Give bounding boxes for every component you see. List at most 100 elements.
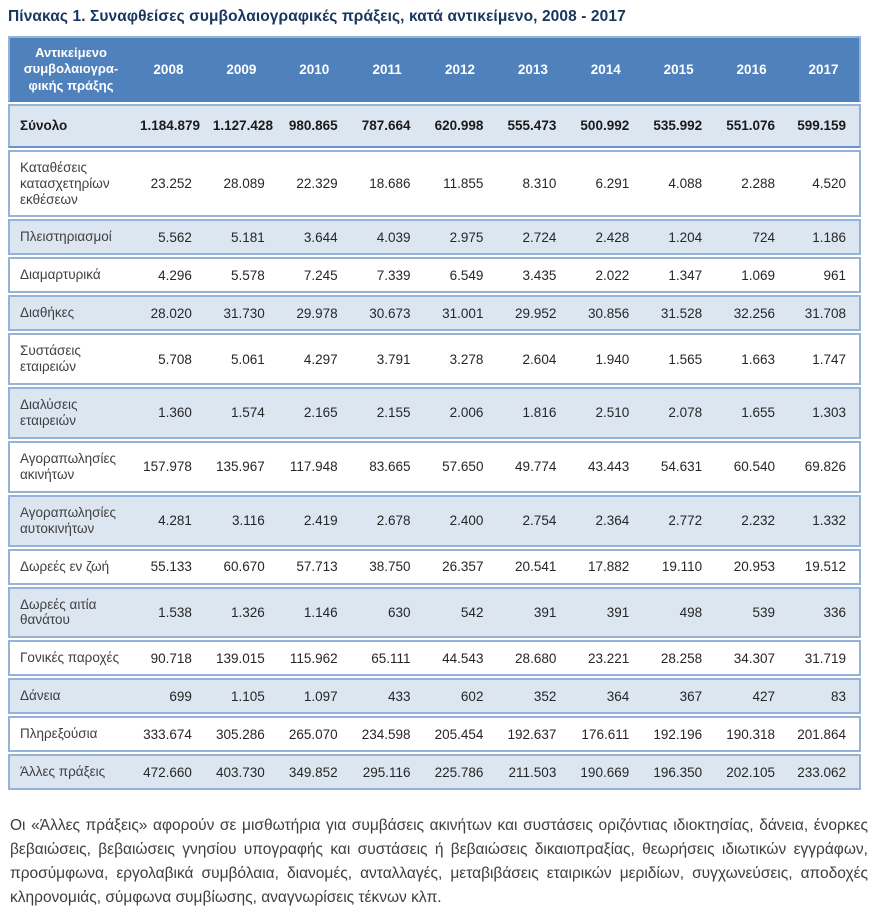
cell-value: 620.998	[423, 103, 497, 148]
cell-value: 1.565	[642, 333, 716, 386]
header-year-cell: 2016	[715, 36, 789, 102]
cell-value: 4.297	[277, 333, 351, 386]
cell-value: 4.039	[350, 219, 424, 256]
cell-value: 1.663	[715, 333, 789, 386]
table-row: Δάνεια 699 1.105 1.097 433 602 352 364 367 427 83	[8, 678, 861, 715]
cell-value: 30.673	[350, 295, 424, 332]
cell-value: 295.116	[350, 754, 424, 791]
row-label: Καταθέσεις κατασχετηρίων εκθέσεων	[8, 149, 132, 218]
cell-value: 1.184.879	[132, 103, 205, 148]
cell-value: 1.747	[788, 333, 861, 386]
row-label: Διαλύσεις εταιρειών	[8, 387, 132, 439]
cell-value: 555.473	[496, 103, 570, 148]
cell-value: 265.070	[277, 716, 351, 753]
cell-value: 2.232	[715, 494, 789, 547]
cell-value: 336	[788, 586, 861, 639]
cell-value: 2.288	[715, 149, 789, 218]
cell-value: 551.076	[715, 103, 789, 148]
cell-value: 211.503	[496, 754, 570, 791]
cell-value: 4.281	[132, 494, 205, 547]
cell-value: 4.520	[788, 149, 861, 218]
table-row: Δωρεές αιτία θανάτου 1.538 1.326 1.146 630 54…	[8, 586, 861, 639]
cell-value: 23.252	[132, 149, 205, 218]
cell-value: 498	[642, 586, 716, 639]
row-label: Αγοραπωλησίες αυτοκινήτων	[8, 494, 132, 547]
cell-value: 1.105	[204, 678, 278, 715]
cell-value: 23.221	[569, 640, 643, 677]
cell-value: 433	[350, 678, 424, 715]
row-label: Πλειστηριασμοί	[8, 219, 132, 256]
cell-value: 2.724	[496, 219, 570, 256]
table-row: Σύνολο 1.184.879 1.127.428 980.865 787.664 62…	[8, 103, 861, 148]
cell-value: 352	[496, 678, 570, 715]
cell-value: 192.196	[642, 716, 716, 753]
cell-value: 3.435	[496, 257, 570, 294]
cell-value: 500.992	[569, 103, 643, 148]
cell-value: 11.855	[423, 149, 497, 218]
cell-value: 22.329	[277, 149, 351, 218]
cell-value: 3.644	[277, 219, 351, 256]
cell-value: 176.611	[569, 716, 643, 753]
cell-value: 7.339	[350, 257, 424, 294]
header-row: Αντικείμενο συμβολαιογρα- φικής πράξης 2…	[8, 36, 861, 102]
cell-value: 60.540	[715, 440, 789, 493]
notarial-acts-table: Αντικείμενο συμβολαιογρα- φικής πράξης 2…	[8, 34, 861, 792]
cell-value: 135.967	[204, 440, 278, 493]
cell-value: 1.146	[277, 586, 351, 639]
cell-value: 28.680	[496, 640, 570, 677]
table-row: Πλειστηριασμοί 5.562 5.181 3.644 4.039 2.975 2…	[8, 219, 861, 256]
row-label: Δάνεια	[8, 678, 132, 715]
cell-value: 349.852	[277, 754, 351, 791]
header-year-cell: 2011	[350, 36, 424, 102]
cell-value: 5.181	[204, 219, 278, 256]
cell-value: 43.443	[569, 440, 643, 493]
table-row: Καταθέσεις κατασχετηρίων εκθέσεων 23.252 2…	[8, 149, 861, 218]
cell-value: 7.245	[277, 257, 351, 294]
cell-value: 2.604	[496, 333, 570, 386]
cell-value: 19.110	[642, 548, 716, 585]
cell-value: 19.512	[788, 548, 861, 585]
table-body: Σύνολο 1.184.879 1.127.428 980.865 787.664 62…	[8, 103, 861, 791]
cell-value: 427	[715, 678, 789, 715]
row-label: Γονικές παροχές	[8, 640, 132, 677]
row-label: Διαθήκες	[8, 295, 132, 332]
table-row: Δωρεές εν ζωή 55.133 60.670 57.713 38.750 26.…	[8, 548, 861, 585]
cell-value: 980.865	[277, 103, 351, 148]
table-row: Άλλες πράξεις 472.660 403.730 349.852 295.11…	[8, 754, 861, 791]
cell-value: 5.562	[132, 219, 205, 256]
cell-value: 4.296	[132, 257, 205, 294]
cell-value: 117.948	[277, 440, 351, 493]
cell-value: 225.786	[423, 754, 497, 791]
cell-value: 18.686	[350, 149, 424, 218]
cell-value: 539	[715, 586, 789, 639]
cell-value: 1.574	[204, 387, 278, 439]
cell-value: 60.670	[204, 548, 278, 585]
cell-value: 1.538	[132, 586, 205, 639]
cell-value: 1.655	[715, 387, 789, 439]
cell-value: 139.015	[204, 640, 278, 677]
cell-value: 2.772	[642, 494, 716, 547]
cell-value: 28.258	[642, 640, 716, 677]
cell-value: 602	[423, 678, 497, 715]
cell-value: 961	[788, 257, 861, 294]
cell-value: 26.357	[423, 548, 497, 585]
cell-value: 57.713	[277, 548, 351, 585]
cell-value: 1.069	[715, 257, 789, 294]
row-label: Σύνολο	[8, 103, 132, 148]
cell-value: 31.730	[204, 295, 278, 332]
cell-value: 69.826	[788, 440, 861, 493]
cell-value: 1.940	[569, 333, 643, 386]
cell-value: 5.061	[204, 333, 278, 386]
cell-value: 115.962	[277, 640, 351, 677]
cell-value: 202.105	[715, 754, 789, 791]
cell-value: 2.678	[350, 494, 424, 547]
cell-value: 234.598	[350, 716, 424, 753]
cell-value: 787.664	[350, 103, 424, 148]
cell-value: 1.360	[132, 387, 205, 439]
cell-value: 38.750	[350, 548, 424, 585]
table-row: Διαμαρτυρικά 4.296 5.578 7.245 7.339 6.549 3.4…	[8, 257, 861, 294]
cell-value: 201.864	[788, 716, 861, 753]
header-year-cell: 2012	[423, 36, 497, 102]
header-year-cell: 2015	[642, 36, 716, 102]
cell-value: 2.022	[569, 257, 643, 294]
